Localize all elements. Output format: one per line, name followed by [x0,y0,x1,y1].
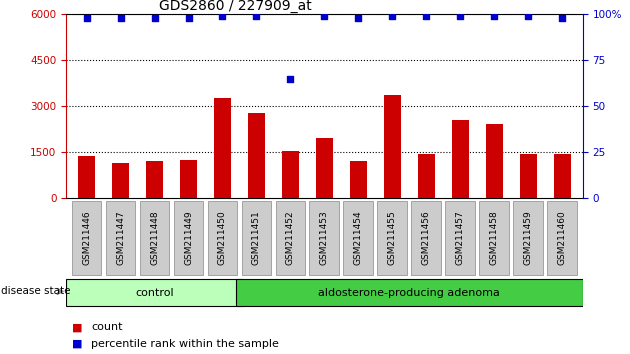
FancyBboxPatch shape [275,201,306,275]
Bar [180,160,197,198]
Text: GSM211448: GSM211448 [150,211,159,266]
Bar [316,138,333,198]
FancyBboxPatch shape [377,201,408,275]
Point [149,15,159,21]
Text: GSM211455: GSM211455 [388,211,397,266]
FancyBboxPatch shape [207,201,238,275]
FancyBboxPatch shape [236,279,583,307]
FancyBboxPatch shape [140,201,169,275]
FancyBboxPatch shape [513,201,543,275]
Text: GSM211456: GSM211456 [422,211,431,266]
Text: control: control [135,288,174,298]
Point [115,15,125,21]
FancyBboxPatch shape [173,201,203,275]
Bar [78,156,95,198]
FancyBboxPatch shape [241,201,272,275]
Text: GSM211458: GSM211458 [490,211,499,266]
Text: GSM211454: GSM211454 [354,211,363,266]
Bar [452,120,469,198]
Text: GSM211446: GSM211446 [82,211,91,266]
Point [421,13,432,19]
Point [81,15,91,21]
FancyBboxPatch shape [479,201,509,275]
Text: count: count [91,322,123,332]
Point [455,13,466,19]
Point [558,15,568,21]
FancyBboxPatch shape [343,201,374,275]
Point [251,13,261,19]
Bar [486,124,503,198]
Text: GSM211447: GSM211447 [116,211,125,266]
Bar [384,95,401,198]
FancyBboxPatch shape [547,201,577,275]
Text: GSM211449: GSM211449 [184,211,193,266]
Text: GSM211457: GSM211457 [456,211,465,266]
Point [217,13,227,19]
Bar [418,154,435,198]
FancyBboxPatch shape [106,201,135,275]
Text: GSM211459: GSM211459 [524,211,533,266]
Text: GSM211452: GSM211452 [286,211,295,266]
Bar [554,154,571,198]
Point [387,13,398,19]
Bar [214,98,231,198]
Text: GSM211450: GSM211450 [218,211,227,266]
Text: ■: ■ [72,322,83,332]
FancyBboxPatch shape [445,201,476,275]
Point [524,13,534,19]
Bar [282,151,299,198]
Bar [112,163,129,198]
Text: disease state: disease state [1,286,71,296]
Point [183,15,193,21]
Bar [146,160,163,198]
Text: GSM211453: GSM211453 [320,211,329,266]
FancyBboxPatch shape [309,201,340,275]
FancyBboxPatch shape [72,201,101,275]
Point [353,15,364,21]
FancyBboxPatch shape [411,201,442,275]
Point [490,13,500,19]
Text: GSM211451: GSM211451 [252,211,261,266]
FancyBboxPatch shape [66,279,243,307]
Bar [350,161,367,198]
Point [319,13,329,19]
Text: GSM211460: GSM211460 [558,211,567,266]
Point [285,76,295,81]
Text: ■: ■ [72,339,83,349]
Text: GDS2860 / 227909_at: GDS2860 / 227909_at [159,0,312,13]
Bar [248,113,265,198]
Bar [520,154,537,198]
Text: percentile rank within the sample: percentile rank within the sample [91,339,279,349]
Text: aldosterone-producing adenoma: aldosterone-producing adenoma [319,288,500,298]
